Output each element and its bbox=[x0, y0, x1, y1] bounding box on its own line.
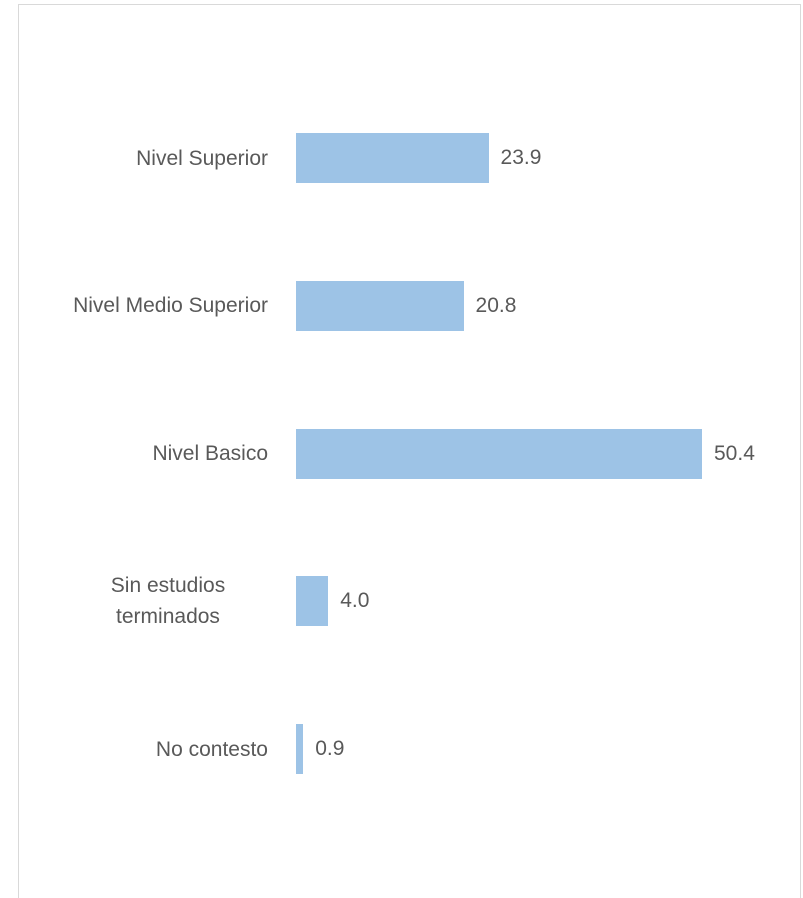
value-label: 4.0 bbox=[340, 589, 370, 613]
category-text: Nivel Medio Superior bbox=[73, 294, 268, 318]
category-text: Sin estudios terminados bbox=[110, 574, 226, 629]
category-label: Nivel Medio Superior bbox=[58, 266, 268, 346]
bar bbox=[296, 576, 329, 627]
bar bbox=[296, 724, 304, 775]
chart-frame bbox=[18, 4, 801, 898]
category-text: Nivel Superior bbox=[136, 146, 268, 170]
value-label: 20.8 bbox=[475, 293, 517, 317]
value-label: 50.4 bbox=[714, 441, 755, 465]
value-label: 0.9 bbox=[315, 737, 345, 761]
bar bbox=[296, 133, 489, 183]
category-label: Sin estudios terminados bbox=[58, 561, 268, 641]
bar bbox=[296, 428, 702, 479]
category-text: Nivel Basico bbox=[152, 442, 268, 466]
bar bbox=[296, 280, 464, 331]
category-label: Nivel Basico bbox=[58, 414, 268, 494]
category-label: No contesto bbox=[58, 709, 268, 789]
value-label: 23.9 bbox=[500, 146, 542, 169]
category-label: Nivel Superior bbox=[58, 118, 268, 198]
category-text: No contesto bbox=[155, 737, 268, 761]
